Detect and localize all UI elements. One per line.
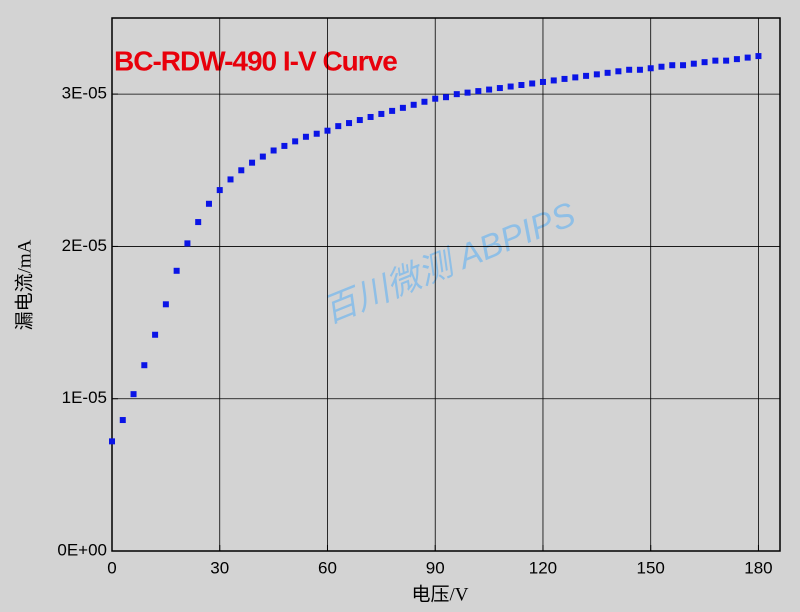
point — [367, 113, 374, 120]
point — [604, 69, 611, 76]
y-tick-label: 1E-05 — [62, 388, 107, 407]
x-tick-label: 150 — [637, 558, 665, 577]
x-tick-label: 180 — [744, 558, 772, 577]
point — [539, 78, 546, 85]
point — [464, 89, 471, 96]
x-tick-label: 0 — [107, 558, 116, 577]
point — [744, 54, 751, 61]
point — [249, 159, 256, 166]
point — [313, 130, 320, 137]
point — [443, 94, 449, 101]
plot-area — [111, 17, 781, 552]
y-tick-label: 3E-05 — [62, 84, 107, 103]
point — [324, 127, 331, 134]
point — [162, 301, 169, 308]
point — [302, 133, 309, 140]
point — [507, 83, 514, 90]
point — [432, 95, 439, 102]
point — [270, 147, 277, 154]
point — [356, 117, 363, 124]
point — [647, 65, 654, 72]
point — [518, 82, 525, 89]
point — [475, 88, 482, 95]
point — [626, 66, 633, 73]
point — [346, 120, 353, 127]
point — [496, 85, 503, 92]
y-tick-label: 2E-05 — [62, 236, 107, 255]
point — [615, 68, 622, 75]
point — [453, 91, 460, 98]
point — [669, 62, 676, 69]
point — [130, 391, 137, 398]
point — [486, 86, 493, 93]
point — [680, 62, 687, 69]
point — [583, 72, 590, 79]
point — [216, 187, 223, 194]
point — [701, 59, 708, 66]
point — [529, 80, 536, 87]
point — [636, 66, 643, 73]
x-tick-label: 90 — [426, 558, 445, 577]
x-tick-label: 30 — [210, 558, 229, 577]
point — [733, 56, 740, 63]
point — [335, 123, 342, 130]
y-tick-label: 0E+00 — [57, 540, 107, 559]
point — [281, 142, 288, 149]
y-axis-label: 漏电流/mA — [13, 239, 35, 330]
point — [152, 331, 159, 338]
point — [195, 219, 202, 226]
point — [184, 240, 191, 247]
point — [658, 63, 665, 70]
point — [399, 104, 406, 111]
point — [389, 107, 396, 114]
x-axis-label: 电压/V — [411, 583, 468, 605]
point — [593, 71, 600, 78]
x-tick-label: 120 — [529, 558, 557, 577]
point — [141, 362, 148, 369]
point — [723, 57, 730, 64]
point — [410, 101, 417, 108]
point — [238, 167, 245, 174]
point — [561, 75, 568, 82]
point — [690, 60, 697, 67]
point — [712, 57, 719, 64]
point — [227, 176, 234, 183]
chart-title: BC-RDW-490 I-V Curve — [114, 45, 397, 76]
point — [378, 110, 385, 117]
point — [173, 267, 180, 274]
point — [550, 77, 557, 84]
point — [572, 74, 579, 81]
point — [259, 153, 266, 160]
point — [119, 417, 126, 424]
point — [421, 98, 428, 105]
point — [755, 53, 762, 60]
point — [109, 438, 115, 445]
point — [292, 138, 299, 145]
x-tick-label: 60 — [318, 558, 337, 577]
point — [205, 200, 212, 207]
